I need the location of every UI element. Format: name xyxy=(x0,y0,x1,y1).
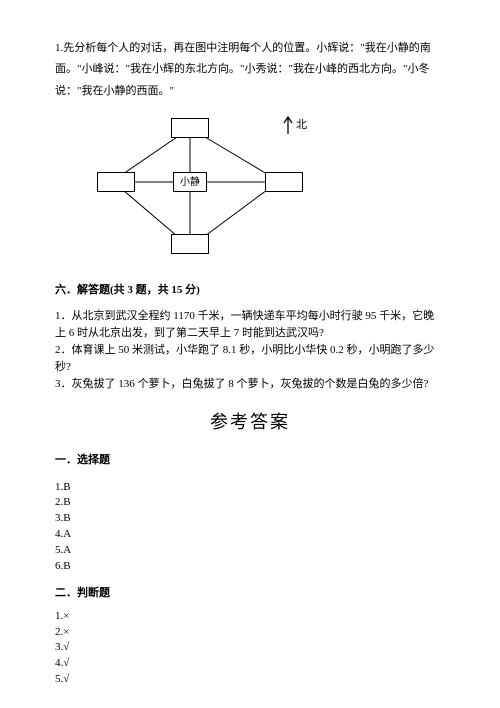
center-label: 小静 xyxy=(180,173,200,193)
q2: 2．体育课上 50 米测试，小华跑了 8.1 秒，小明比小华快 0.2 秒，小明… xyxy=(55,342,445,376)
list-item: 2.× xyxy=(55,625,445,641)
node-center: 小静 xyxy=(173,172,207,192)
list-item: 4.√ xyxy=(55,656,445,672)
page: 1.先分析每个人的对话，再在图中注明每个人的位置。小辉说："我在小静的南面。"小… xyxy=(0,0,500,708)
north-label: 北 xyxy=(296,115,307,136)
answers-group2-list: 1.× 2.× 3.√ 4.√ 5.√ xyxy=(55,609,445,689)
problem-intro: 先分析每个人的对话，再在图中注明每个人的位置。小辉说："我在小静的南面。"小峰说… xyxy=(55,42,431,97)
list-item: 4.A xyxy=(55,527,445,543)
direction-diagram: 小静 北 xyxy=(85,112,345,262)
list-item: 6.B xyxy=(55,559,445,575)
list-item: 2.B xyxy=(55,495,445,511)
problem-text: 1.先分析每个人的对话，再在图中注明每个人的位置。小辉说："我在小静的南面。"小… xyxy=(55,38,445,102)
problem-number: 1. xyxy=(55,42,63,54)
north-arrow-icon xyxy=(283,114,293,136)
answers-group1-list: 1.B 2.B 3.B 4.A 5.A 6.B xyxy=(55,480,445,576)
answers-title: 参考答案 xyxy=(55,405,445,440)
node-bottom xyxy=(171,234,209,254)
node-top xyxy=(171,118,209,138)
list-item: 3.√ xyxy=(55,640,445,656)
answers-group2-title: 二．判断题 xyxy=(55,583,445,604)
node-right xyxy=(265,172,303,192)
section6-questions: 1．从北京到武汉全程约 1170 千米，一辆快递车平均每小时行驶 95 千米，它… xyxy=(55,308,445,393)
answers-group1-title: 一．选择题 xyxy=(55,450,445,471)
section6-title: 六．解答题(共 3 题，共 15 分) xyxy=(55,280,445,301)
list-item: 1.B xyxy=(55,480,445,496)
q1: 1．从北京到武汉全程约 1170 千米，一辆快递车平均每小时行驶 95 千米，它… xyxy=(55,308,445,342)
list-item: 5.A xyxy=(55,543,445,559)
node-left xyxy=(97,172,135,192)
list-item: 1.× xyxy=(55,609,445,625)
list-item: 5.√ xyxy=(55,672,445,688)
q3: 3．灰兔拔了 136 个萝卜，白兔拔了 8 个萝卜，灰兔拔的个数是白兔的多少倍? xyxy=(55,376,445,393)
north-indicator: 北 xyxy=(283,114,307,136)
list-item: 3.B xyxy=(55,511,445,527)
